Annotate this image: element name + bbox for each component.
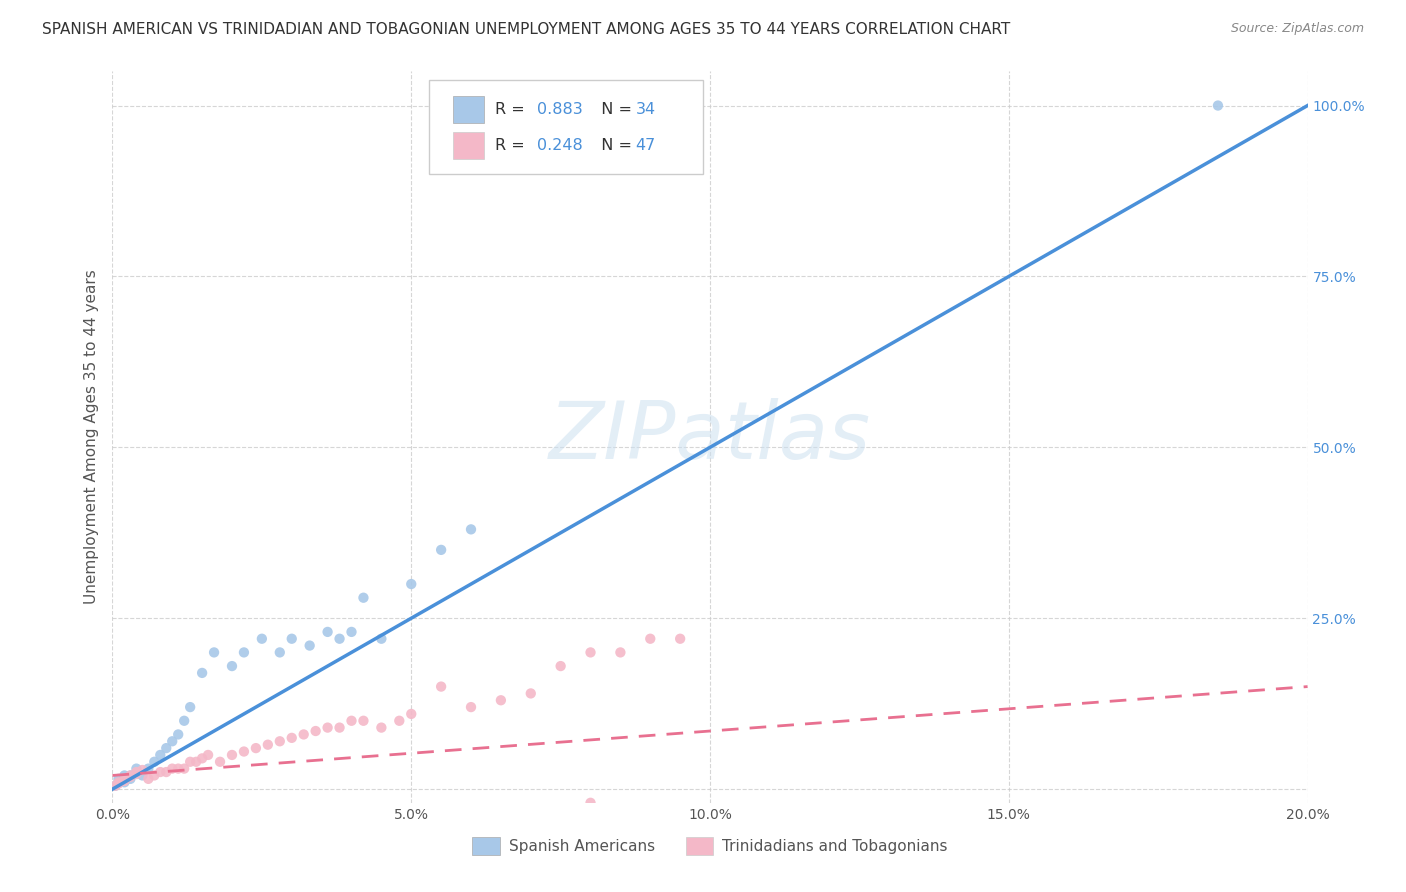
Text: Source: ZipAtlas.com: Source: ZipAtlas.com bbox=[1230, 22, 1364, 36]
Point bbox=[250, 632, 273, 646]
Point bbox=[202, 645, 225, 659]
Text: N =: N = bbox=[591, 138, 637, 153]
Point bbox=[353, 714, 375, 728]
Point bbox=[120, 772, 142, 786]
Point bbox=[233, 745, 256, 759]
Point bbox=[269, 734, 291, 748]
Point bbox=[125, 765, 148, 780]
Point bbox=[155, 741, 177, 756]
Point bbox=[305, 724, 328, 739]
Point bbox=[114, 772, 135, 786]
Point bbox=[197, 747, 219, 762]
Point bbox=[120, 768, 142, 782]
Point bbox=[340, 714, 363, 728]
Text: R =: R = bbox=[495, 103, 530, 117]
Point bbox=[609, 645, 631, 659]
Point bbox=[186, 755, 208, 769]
Point bbox=[298, 639, 321, 653]
Point bbox=[460, 522, 482, 536]
Point bbox=[640, 632, 662, 646]
Point bbox=[104, 779, 127, 793]
Point bbox=[107, 772, 129, 786]
Text: 34: 34 bbox=[636, 103, 655, 117]
Point bbox=[191, 665, 214, 680]
Point bbox=[120, 770, 142, 784]
Point bbox=[162, 734, 183, 748]
Point bbox=[370, 721, 392, 735]
Text: SPANISH AMERICAN VS TRINIDADIAN AND TOBAGONIAN UNEMPLOYMENT AMONG AGES 35 TO 44 : SPANISH AMERICAN VS TRINIDADIAN AND TOBA… bbox=[42, 22, 1011, 37]
Point bbox=[370, 632, 392, 646]
Text: ZIPatlas: ZIPatlas bbox=[548, 398, 872, 476]
Text: 0.248: 0.248 bbox=[537, 138, 583, 153]
Point bbox=[269, 645, 291, 659]
Point bbox=[257, 738, 280, 752]
Point bbox=[401, 706, 423, 721]
Point bbox=[669, 632, 692, 646]
Point bbox=[114, 768, 135, 782]
Point bbox=[125, 767, 148, 781]
Point bbox=[430, 680, 453, 694]
Point bbox=[114, 773, 135, 788]
Point bbox=[316, 721, 339, 735]
Point bbox=[489, 693, 512, 707]
Point bbox=[388, 714, 411, 728]
Point bbox=[292, 727, 315, 741]
Point bbox=[125, 762, 148, 776]
Point bbox=[281, 632, 304, 646]
Legend: Spanish Americans, Trinidadians and Tobagonians: Spanish Americans, Trinidadians and Toba… bbox=[467, 831, 953, 861]
Point bbox=[353, 591, 375, 605]
Point bbox=[245, 741, 267, 756]
Point bbox=[179, 700, 201, 714]
Y-axis label: Unemployment Among Ages 35 to 44 years: Unemployment Among Ages 35 to 44 years bbox=[83, 269, 98, 605]
Point bbox=[104, 779, 127, 793]
Point bbox=[138, 772, 160, 786]
Point bbox=[162, 762, 183, 776]
Point bbox=[179, 755, 201, 769]
Point bbox=[173, 714, 195, 728]
Point bbox=[155, 765, 177, 780]
Point bbox=[550, 659, 572, 673]
Point bbox=[114, 775, 135, 789]
Point bbox=[191, 751, 214, 765]
Text: N =: N = bbox=[591, 103, 637, 117]
Point bbox=[221, 747, 243, 762]
Point bbox=[579, 645, 602, 659]
Point bbox=[1206, 98, 1229, 112]
Point bbox=[120, 768, 142, 782]
Point bbox=[281, 731, 304, 745]
Point bbox=[107, 775, 129, 789]
Text: 47: 47 bbox=[636, 138, 655, 153]
Point bbox=[143, 755, 166, 769]
Point bbox=[316, 624, 339, 639]
Point bbox=[209, 755, 232, 769]
Point bbox=[329, 721, 352, 735]
Point bbox=[107, 775, 129, 789]
Point bbox=[143, 768, 166, 782]
Point bbox=[221, 659, 243, 673]
Point bbox=[460, 700, 482, 714]
Point bbox=[233, 645, 256, 659]
Point bbox=[149, 765, 172, 780]
Point bbox=[167, 762, 190, 776]
Point bbox=[430, 542, 453, 557]
Text: 0.883: 0.883 bbox=[537, 103, 583, 117]
Point bbox=[107, 777, 129, 791]
Point bbox=[131, 763, 153, 777]
Text: R =: R = bbox=[495, 138, 530, 153]
Point bbox=[131, 768, 153, 782]
Point bbox=[329, 632, 352, 646]
Point bbox=[167, 727, 190, 741]
Point bbox=[579, 796, 602, 810]
Point bbox=[138, 762, 160, 776]
Point bbox=[520, 686, 543, 700]
Point bbox=[149, 747, 172, 762]
Point bbox=[401, 577, 423, 591]
Point bbox=[173, 762, 195, 776]
Point bbox=[340, 624, 363, 639]
